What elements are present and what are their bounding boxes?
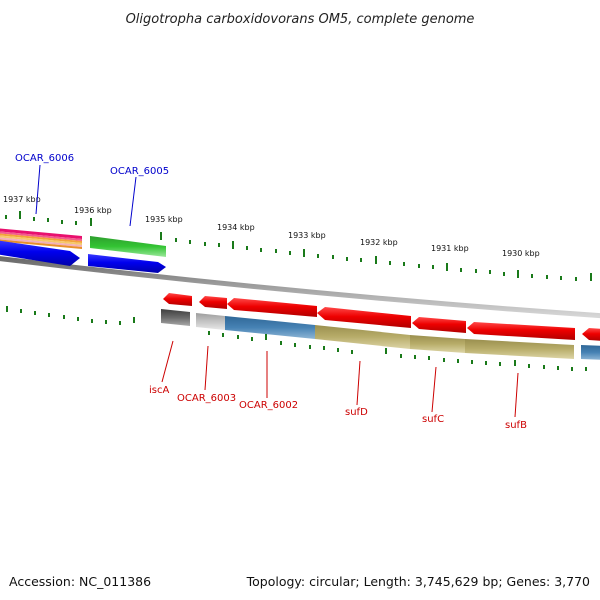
tick-major-1935 [160,232,162,240]
cds-arrow-edge [582,328,600,341]
tick-major-1934 [232,241,234,249]
tick-major-1930 [517,270,519,278]
cds-arrow-sufd [317,307,411,328]
gene-label-sufb: sufB [505,420,527,431]
tick-major-1937 [19,211,21,219]
label-leaders [35,164,519,418]
kbp-label: 1937 kbp [3,195,41,204]
band-sufb [465,339,574,359]
band-sufd [315,325,410,349]
tick-major-edge [590,273,592,281]
kbp-label: 1931 kbp [431,244,469,253]
cds-arrow-ocar-6006 [0,240,80,266]
cds-arrow-ocar-6005 [88,254,166,273]
kbp-label: 1930 kbp [502,249,540,258]
tick-major-1931 [446,263,448,271]
gene-label-sufd: sufD [345,407,368,418]
band-edge [581,345,600,360]
kbp-label: 1934 kbp [217,223,255,232]
gene-label-ocar-6005: OCAR_6005 [110,166,169,177]
kbp-label: 1935 kbp [145,215,183,224]
gene-label-ocar-6002: OCAR_6002 [239,400,298,411]
gene-labels: OCAR_6006 OCAR_6005 iscA OCAR_6003 OCAR_… [15,153,527,431]
band-ocar-6003 [196,313,225,330]
cds-arrow-sufb [467,322,575,340]
tick-major-1932 [375,256,377,264]
gene-label-ocar-6003: OCAR_6003 [177,393,236,404]
outer-minor-ticks [5,215,577,281]
topology-summary-text: Topology: circular; Length: 3,745,629 bp… [246,574,590,589]
gene-label-isca: iscA [149,385,169,396]
genome-backbone [0,256,600,319]
green-function-band [90,236,166,257]
tick-major-1936 [90,218,92,226]
band-ocar-6002 [225,316,315,339]
map-title: Oligotropha carboxidovorans OM5, complet… [126,12,475,27]
gene-label-sufc: sufC [422,414,444,425]
gene-label-ocar-6006: OCAR_6006 [15,153,74,164]
band-isca [161,309,190,326]
forward-function-bands [0,228,166,257]
reverse-cds-track [163,293,600,341]
kbp-label: 1933 kbp [288,231,326,240]
reverse-function-bands [161,309,600,360]
cds-arrow-ocar-6002 [227,298,317,317]
accession-text: Accession: NC_011386 [9,574,152,589]
outer-tick-ruler [5,211,592,281]
kbp-label: 1936 kbp [74,206,112,215]
cds-arrow-isca [163,293,192,306]
band-sufc [410,335,465,353]
tick-major-1933 [303,249,305,257]
inner-tick-ruler [6,306,587,371]
forward-cds-track [0,240,166,273]
cds-arrow-sufc [412,317,466,333]
kbp-label: 1932 kbp [360,238,398,247]
cds-arrow-ocar-6003 [199,296,227,309]
kbp-labels: 1937 kbp 1936 kbp 1935 kbp 1934 kbp 1933… [3,195,540,258]
